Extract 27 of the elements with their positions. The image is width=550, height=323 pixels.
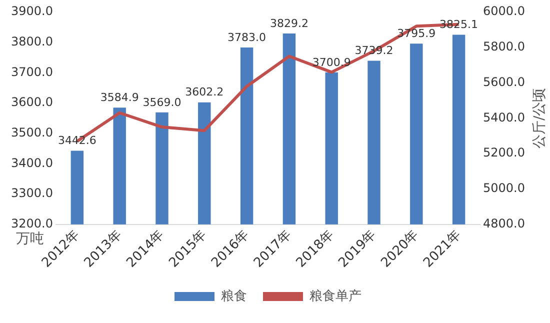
y-tick-label: 3800.0 xyxy=(10,34,53,48)
y-tick-label: 3400.0 xyxy=(10,156,53,170)
y-tick-label: 3700.0 xyxy=(10,64,53,79)
legend-label: 粮食单产 xyxy=(310,288,362,304)
data-label: 3569.0 xyxy=(142,96,182,109)
y2-tick-label: 5400.0 xyxy=(483,110,526,124)
y2-tick-label: 5600.0 xyxy=(483,74,526,89)
y-tick-label: 3900.0 xyxy=(10,4,53,18)
data-label: 3602.2 xyxy=(185,86,224,99)
data-label: 3584.9 xyxy=(100,90,139,104)
data-label: 3829.2 xyxy=(270,16,308,30)
y2-tick-label: 5800.0 xyxy=(483,40,526,54)
y-tick-label: 3500.0 xyxy=(10,125,53,140)
y-tick-label: 3200.0 xyxy=(10,216,53,231)
y-tick-label: 3600.0 xyxy=(10,95,53,110)
y2-tick-label: 5200.0 xyxy=(483,146,526,160)
y2-tick-label: 4800.0 xyxy=(483,216,526,231)
y2-tick-label: 5000.0 xyxy=(483,181,526,196)
y2-axis-title: 公斤/公顷 xyxy=(532,88,548,149)
data-label: 3700.9 xyxy=(312,56,351,69)
y-tick-label: 3300.0 xyxy=(10,186,53,200)
data-label: 3442.6 xyxy=(58,134,96,148)
y-axis-title: 万吨 xyxy=(16,231,44,248)
legend-label: 粮食 xyxy=(221,288,247,304)
data-label: 3783.0 xyxy=(228,30,266,44)
data-label: 3825.1 xyxy=(440,18,478,32)
y2-tick-label: 6000.0 xyxy=(483,4,526,18)
